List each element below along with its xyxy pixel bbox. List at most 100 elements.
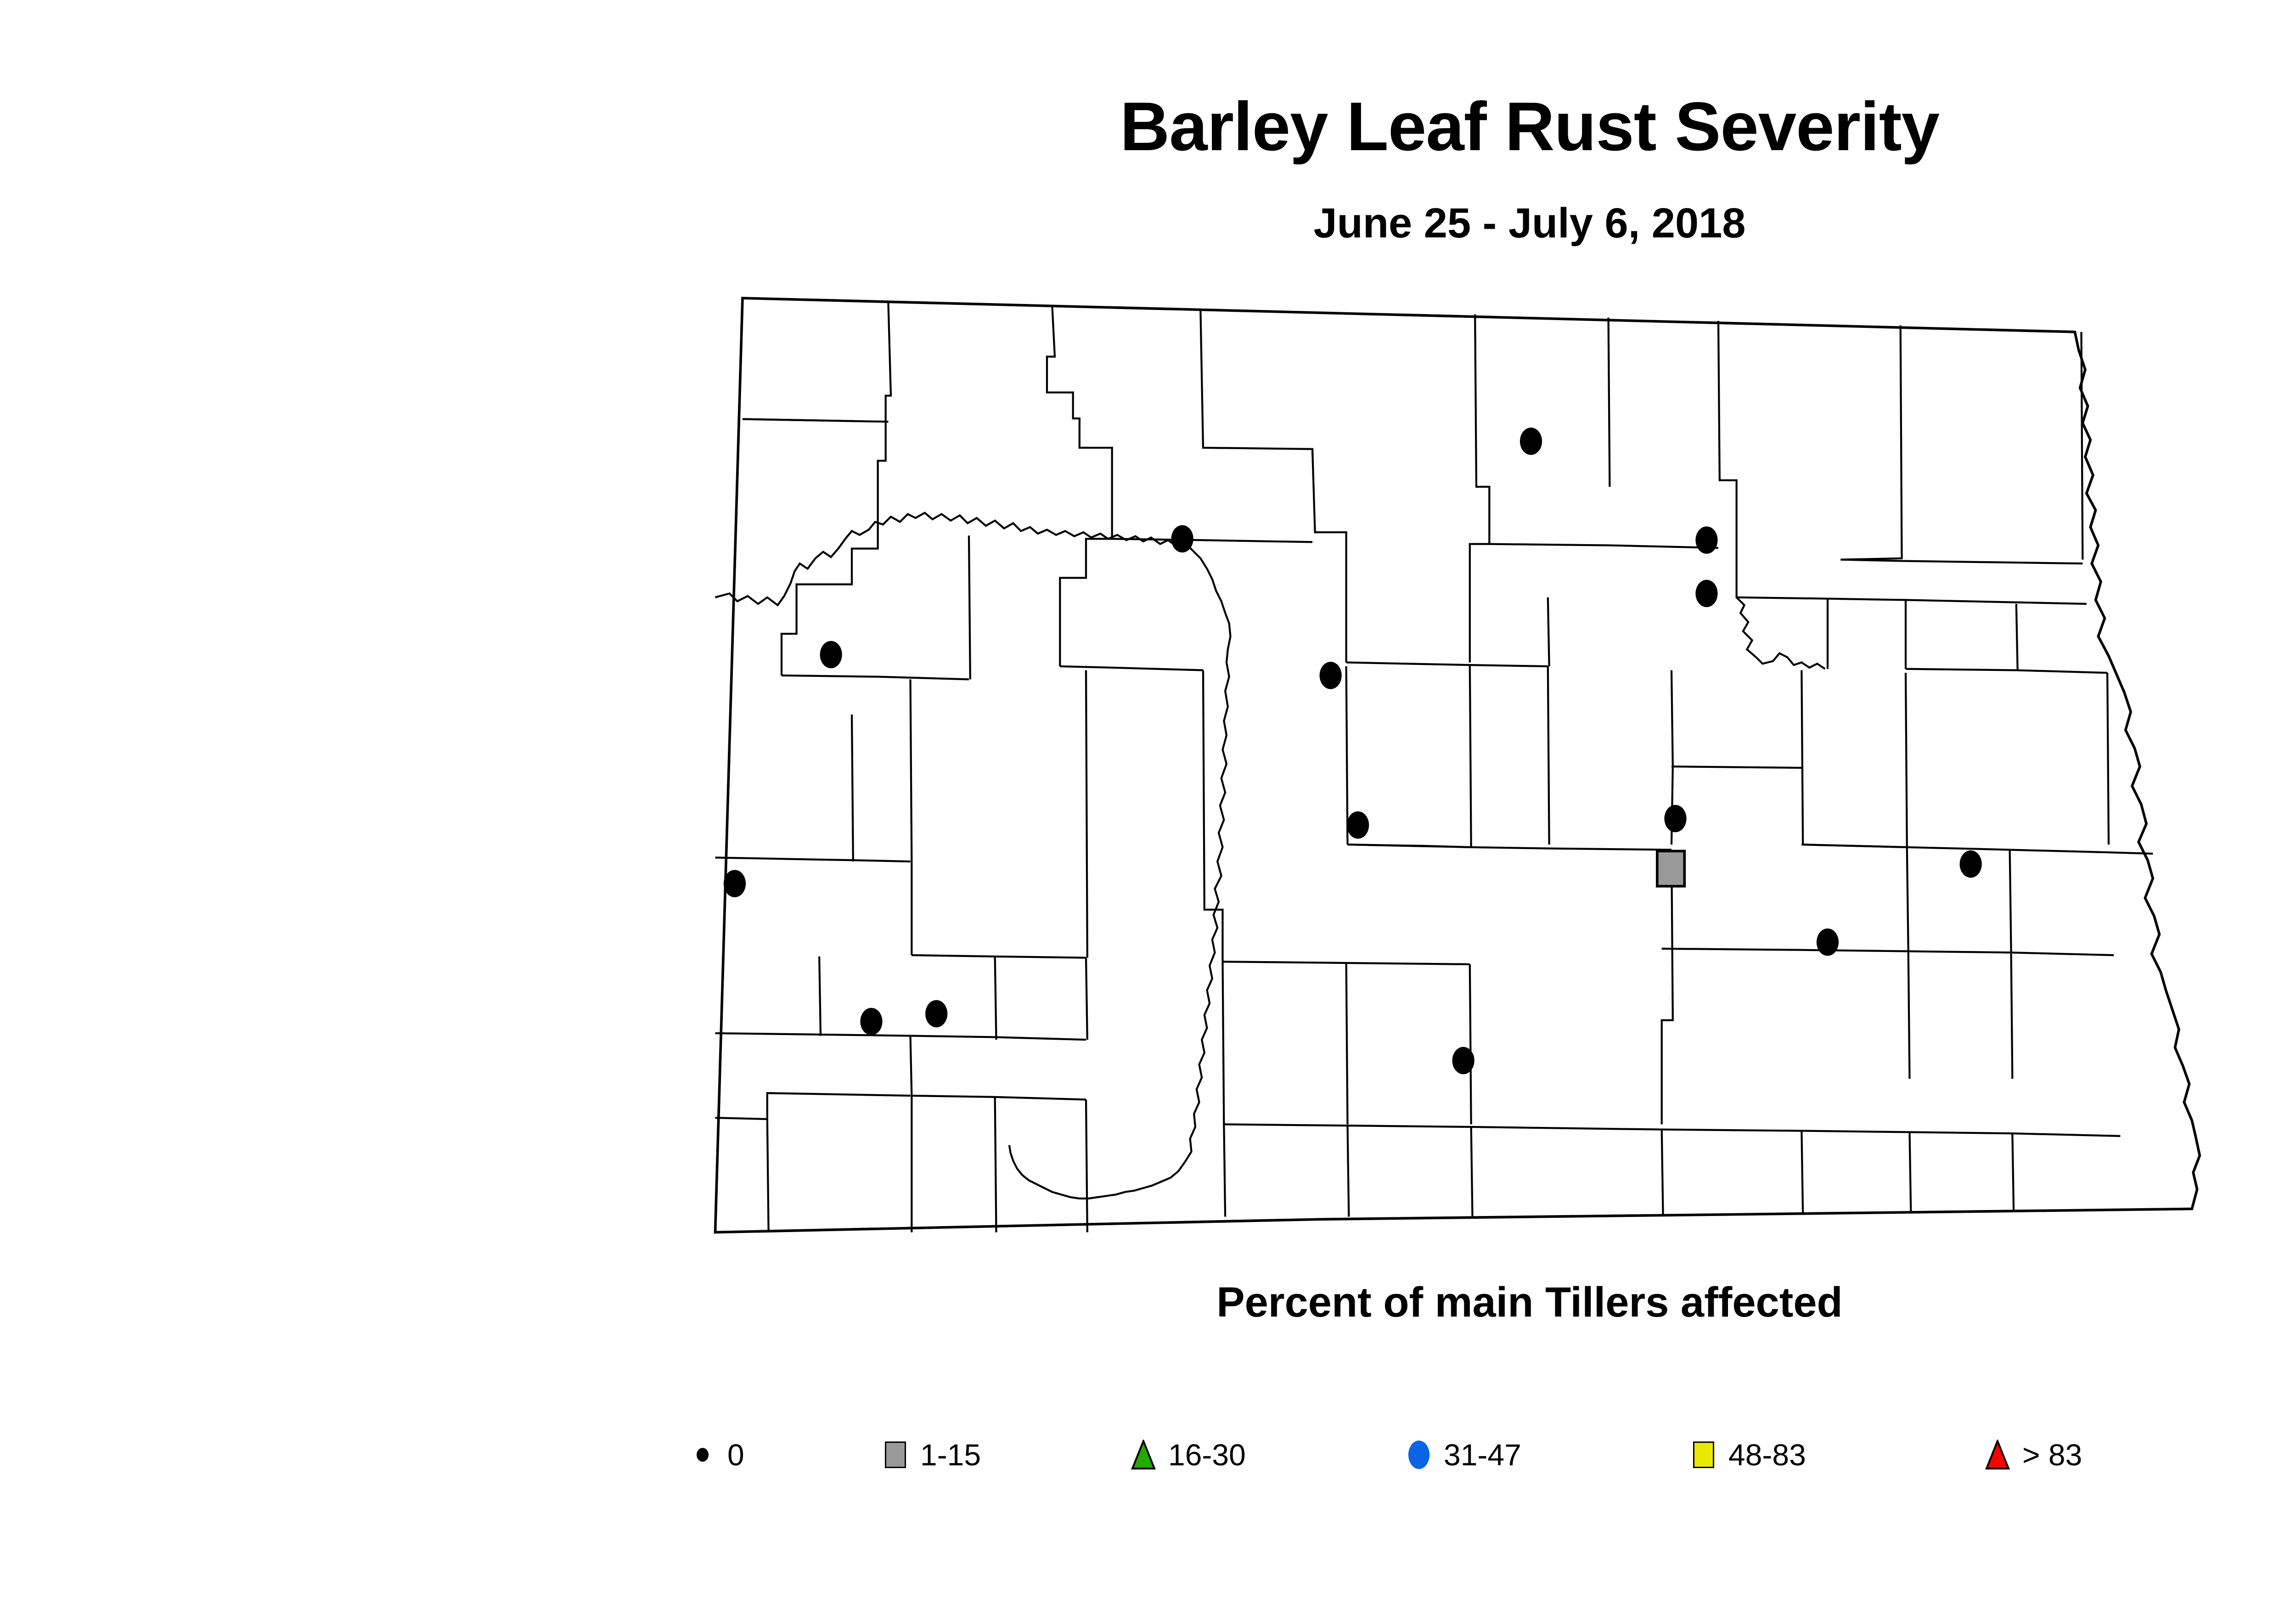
county-divide [1470,1126,1474,1217]
marker-severity-0[interactable] [1452,1047,1474,1075]
north-dakota-county-map [657,271,2218,1249]
marker-severity-0[interactable] [1695,580,1718,608]
legend-item-0[interactable]: 0 [684,1427,744,1482]
county-divide [1905,599,2087,605]
county-divide [715,856,911,863]
county-divide [1202,670,1224,962]
legend-circle-blue-icon [1401,1427,1437,1482]
county-divide [2106,673,2110,845]
legend-item-16-30[interactable]: 16-30 [1125,1427,1246,1482]
county-divide [766,1119,770,1233]
marker-severity-0[interactable] [1695,526,1718,554]
county-divide [2011,1133,2015,1212]
county-divide [1085,957,1088,1040]
legend-item-1-15[interactable]: 1-15 [877,1427,981,1482]
county-divide [1908,1132,1912,1213]
lake-sakakawea [715,512,1232,1199]
county-divide [909,679,913,955]
county-divide [780,301,892,676]
legend-triangle-green-icon [1125,1427,1162,1482]
county-divide [1671,766,1802,769]
county-divide [1085,670,1088,958]
county-divide [1221,962,1225,1125]
marker-severity-0[interactable] [925,1000,948,1028]
legend-dot-icon [684,1427,721,1482]
county-divide [2080,332,2084,560]
county-divide [2009,849,2153,855]
marker-severity-0[interactable] [1816,928,1839,956]
legend-label: 0 [727,1438,744,1472]
marker-severity-1-15[interactable] [1656,850,1686,888]
county-divide [714,298,744,1233]
county-divide [994,956,997,1040]
severity-markers [723,428,1982,1075]
county-divide [1085,1099,1088,1233]
page-subtitle: June 25 - July 6, 2018 [1313,200,1746,247]
state-outline [714,297,2201,1234]
legend-label: > 83 [2022,1438,2082,1472]
county-divide [781,674,969,681]
marker-severity-0[interactable] [820,641,842,669]
legend-square-gray-icon [877,1427,914,1482]
marker-severity-0[interactable] [1959,850,1982,878]
county-divide [1607,317,1611,487]
legend-triangle-red-icon [1979,1427,2016,1482]
county-divide [1489,543,1719,549]
county-divide [742,418,889,423]
county-divide [1547,597,1550,667]
county-divide [1801,670,1804,845]
county-divide [1469,964,1472,1125]
county-divide [715,1032,912,1037]
marker-severity-0[interactable] [1347,811,1369,839]
county-divide [1547,666,1550,845]
county-divide [1660,1129,1664,1216]
county-divide [715,1092,911,1120]
legend-label: 16-30 [1168,1438,1246,1472]
county-divide [1046,306,1113,666]
marker-severity-0[interactable] [723,870,746,897]
county-divide [2015,603,2019,670]
legend-square-yellow-icon [1685,1427,1722,1482]
marker-severity-0[interactable] [1664,805,1687,833]
county-boundaries [714,297,2201,1234]
county-divide [1345,666,1349,845]
county-divide [1469,314,1491,663]
county-divide [1801,1131,1804,1214]
river-detail [1736,597,1826,670]
page-title: Barley Leaf Rust Severity [1120,88,1940,165]
county-divide [1469,665,1472,847]
county-divide [1345,963,1349,1125]
county-divide [1904,673,1908,850]
county-divide [818,956,822,1036]
county-divide [1840,558,2083,565]
marker-severity-0[interactable] [860,1008,883,1036]
county-divide [2009,850,2012,949]
county-divide [1224,1123,1662,1131]
county-divide [1660,850,1674,1125]
legend-label: 31-47 [1444,1438,1521,1472]
county-divide [2010,948,2014,1079]
county-divide [1801,844,1906,848]
county-divide [1347,844,1672,851]
county-divide [1346,1126,1350,1217]
legend: 0 1-15 16-30 31-47 4 [684,1427,2245,1482]
marker-severity-0[interactable] [1519,428,1542,455]
county-divide [994,1097,997,1233]
county-divide [912,1035,1086,1041]
legend-label: 1-15 [920,1438,981,1472]
legend-item-above-83[interactable]: > 83 [1979,1427,2082,1482]
marker-severity-0[interactable] [1171,525,1193,553]
county-divide [1060,665,1204,671]
legend-label: 48-83 [1728,1438,1806,1472]
marker-severity-0[interactable] [1319,662,1342,689]
county-divide [850,714,854,862]
legend-item-48-83[interactable]: 48-83 [1685,1427,1806,1482]
county-divide [1905,668,2108,674]
county-divide [1223,1124,1227,1217]
county-divide [1907,948,1911,1079]
county-divide [968,535,971,680]
map-svg [714,297,2201,1234]
county-divide [1661,947,2114,957]
legend-item-31-47[interactable]: 31-47 [1401,1427,1521,1482]
